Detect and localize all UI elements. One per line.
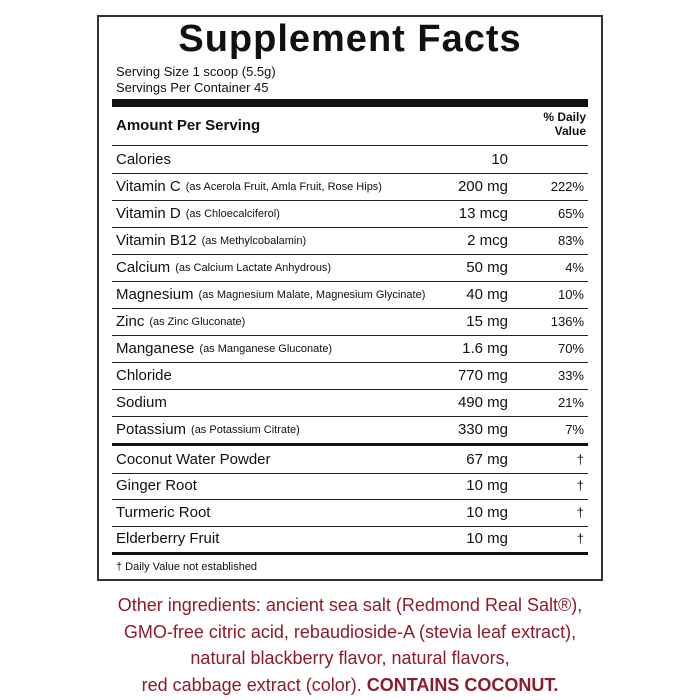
rule <box>112 472 588 474</box>
ingredient-line: natural blackberry flavor, natural flavo… <box>190 648 510 668</box>
amount: 50 mg <box>466 259 508 276</box>
nutrient-name: Calories <box>116 151 172 168</box>
daily-value: 136% <box>550 314 584 329</box>
rule <box>112 499 588 500</box>
daily-value: 4% <box>565 260 584 275</box>
amount: 10 <box>491 151 508 168</box>
facts-box <box>97 15 603 581</box>
rule <box>112 308 588 309</box>
nutrient-name: Zinc <box>116 313 145 330</box>
amount: 330 mg <box>457 421 508 438</box>
servings-per-container: Servings Per Container 45 <box>116 80 269 95</box>
nutrient-name: Vitamin B12 <box>116 232 197 249</box>
row: Elderberry Fruit 10 mg † <box>116 526 586 553</box>
nutrient-note: (as Zinc Gluconate) <box>149 315 246 328</box>
amount-heading: Amount Per Serving <box>116 117 261 134</box>
nutrient-note: (as Acerola Fruit, Amla Fruit, Rose Hips… <box>185 180 382 193</box>
amount: 10 mg <box>466 530 508 548</box>
nutrient-note: (as Magnesium Malate, Magnesium Glycinat… <box>198 288 426 301</box>
amount: 200 mg <box>457 178 508 195</box>
row: Calcium (as Calcium Lactate Anhydrous) 50 … <box>116 254 586 281</box>
ingredient-line: red cabbage extract (color). CONTAINS COC… <box>141 674 559 695</box>
rule <box>112 254 588 255</box>
rule <box>112 525 588 527</box>
nutrient-name: Turmeric Root <box>116 503 211 521</box>
amount: 13 mcg <box>458 205 508 222</box>
daily-value: 83% <box>557 233 584 248</box>
rule <box>112 145 588 146</box>
rule <box>112 173 588 174</box>
daily-value: † <box>576 451 584 467</box>
amount: 10 mg <box>466 477 508 495</box>
nutrient-name: Chloride <box>116 367 172 384</box>
nutrient-note: (as Calcium Lactate Anhydrous) <box>175 261 332 274</box>
rule <box>112 389 588 390</box>
daily-value: 33% <box>557 368 584 383</box>
row: Magnesium (as Magnesium Malate, Magnesium… <box>116 281 586 308</box>
title: Supplement Facts <box>178 18 522 60</box>
nutrient-note: (as Methylcobalamin) <box>201 234 307 247</box>
daily-value: 70% <box>557 341 584 356</box>
row: Vitamin D (as Chloecalciferol) 13 mcg 65% <box>116 200 586 227</box>
row: Chloride 770 mg 33% <box>116 362 586 389</box>
amount: 2 mcg <box>467 232 508 249</box>
nutrient-name: Vitamin C <box>116 178 181 195</box>
amount: 15 mg <box>466 313 508 330</box>
row: Potassium (as Potassium Citrate) 330 mg 7% <box>116 416 586 443</box>
row: Manganese (as Manganese Gluconate) 1.6 mg 7… <box>116 335 586 362</box>
daily-value: † <box>576 531 584 547</box>
amount: 40 mg <box>466 286 508 303</box>
nutrient-name: Calcium <box>116 259 171 276</box>
row: Zinc (as Zinc Gluconate) 15 mg 136% <box>116 308 586 335</box>
row: Coconut Water Powder 67 mg † <box>116 446 586 473</box>
amount: 10 mg <box>466 503 508 521</box>
nutrient-name: Sodium <box>116 394 167 411</box>
daily-value: 65% <box>557 206 584 221</box>
row: Sodium 490 mg 21% <box>116 389 586 416</box>
daily-value: 222% <box>550 179 584 194</box>
amount: 1.6 mg <box>462 340 508 357</box>
rule <box>112 416 588 417</box>
row: Turmeric Root 10 mg † <box>116 499 586 526</box>
nutrient-name: Ginger Root <box>116 477 197 495</box>
row: Ginger Root 10 mg † <box>116 473 586 500</box>
ingredient-line: Other ingredients: ancient sea salt (Red… <box>117 595 583 615</box>
allergen-warning: CONTAINS COCONUT. <box>366 674 559 695</box>
rule <box>112 200 588 201</box>
daily-value: 10% <box>557 287 584 302</box>
nutrient-name: Vitamin D <box>116 205 181 222</box>
amount: 67 mg <box>466 450 508 468</box>
amount: 770 mg <box>457 367 508 384</box>
daily-value: † <box>576 478 584 494</box>
nutrient-name: Elderberry Fruit <box>116 530 220 548</box>
nutrient-name: Coconut Water Powder <box>116 450 271 468</box>
row: Vitamin B12 (as Methylcobalamin) 2 mcg 83% <box>116 227 586 254</box>
daily-value: 21% <box>557 395 584 410</box>
nutrient-note: (as Potassium Citrate) <box>191 423 300 436</box>
footnote: † Daily Value not established <box>116 561 258 573</box>
amount: 490 mg <box>457 394 508 411</box>
nutrient-note: (as Manganese Gluconate) <box>199 342 333 355</box>
ingredient-line: GMO-free citric acid, rebaudioside-A (st… <box>123 621 577 642</box>
nutrient-name: Magnesium <box>116 286 194 303</box>
thick-rule <box>112 99 588 107</box>
nutrient-note: (as Chloecalciferol) <box>185 207 280 220</box>
rule <box>112 281 588 282</box>
row: Vitamin C (as Acerola Fruit, Amla Fruit, … <box>116 173 586 200</box>
rule <box>112 335 588 336</box>
thick-rule <box>112 443 588 446</box>
dv-heading: % Daily Value <box>543 110 586 138</box>
serving-size: Serving Size 1 scoop (5.5g) <box>116 64 276 79</box>
nutrient-name: Potassium <box>116 421 187 438</box>
rule <box>112 362 588 363</box>
nutrient-name: Manganese <box>116 340 195 357</box>
daily-value: 7% <box>565 422 584 437</box>
thick-rule <box>112 552 588 555</box>
daily-value: † <box>576 504 584 520</box>
row: Calories 10 <box>116 146 586 173</box>
rule <box>112 227 588 228</box>
